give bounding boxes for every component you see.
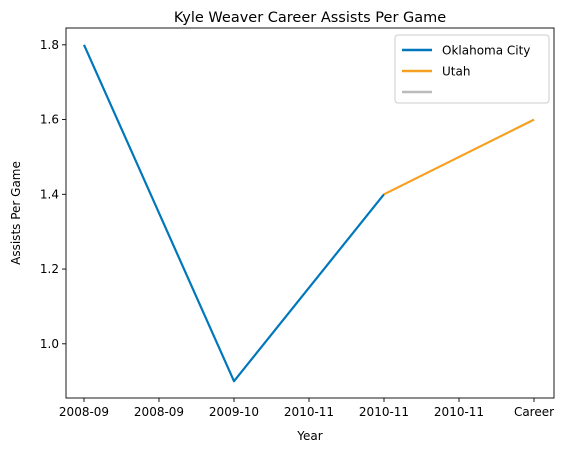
- series-line-1: [383, 118, 535, 196]
- y-tick-label: 1.4: [40, 187, 59, 201]
- series-line-0: [82, 44, 385, 383]
- y-tick-label: 1.2: [40, 262, 59, 276]
- chart-title: Kyle Weaver Career Assists Per Game: [174, 10, 446, 26]
- x-tick-label: 2009-10: [209, 405, 259, 419]
- y-axis-label: Assists Per Game: [9, 161, 23, 265]
- plot-lines: [82, 44, 535, 383]
- x-tick-label: Career: [514, 405, 554, 419]
- x-axis: 2008-09 2008-09 2009-10 2010-11 2010-11 2010-…: [59, 398, 554, 419]
- legend-box: [394, 34, 550, 104]
- y-tick-label: 1.6: [40, 113, 59, 127]
- x-axis-label: Year: [296, 429, 322, 443]
- x-tick-label: 2010-11: [359, 405, 409, 419]
- legend: Oklahoma City Utah: [394, 34, 550, 104]
- x-tick-label: 2010-11: [284, 405, 334, 419]
- legend-label-0: Oklahoma City: [442, 44, 530, 58]
- plot-frame: [65, 27, 555, 399]
- x-tick-label: 2010-11: [434, 405, 484, 419]
- y-tick-label: 1.0: [40, 337, 59, 351]
- x-tick-label: 2008-09: [134, 405, 184, 419]
- legend-label-1: Utah: [442, 65, 470, 79]
- x-tick-label: 2008-09: [59, 405, 109, 419]
- y-axis: 1.0 1.2 1.4 1.6 1.8: [40, 38, 66, 351]
- y-tick-label: 1.8: [40, 38, 59, 52]
